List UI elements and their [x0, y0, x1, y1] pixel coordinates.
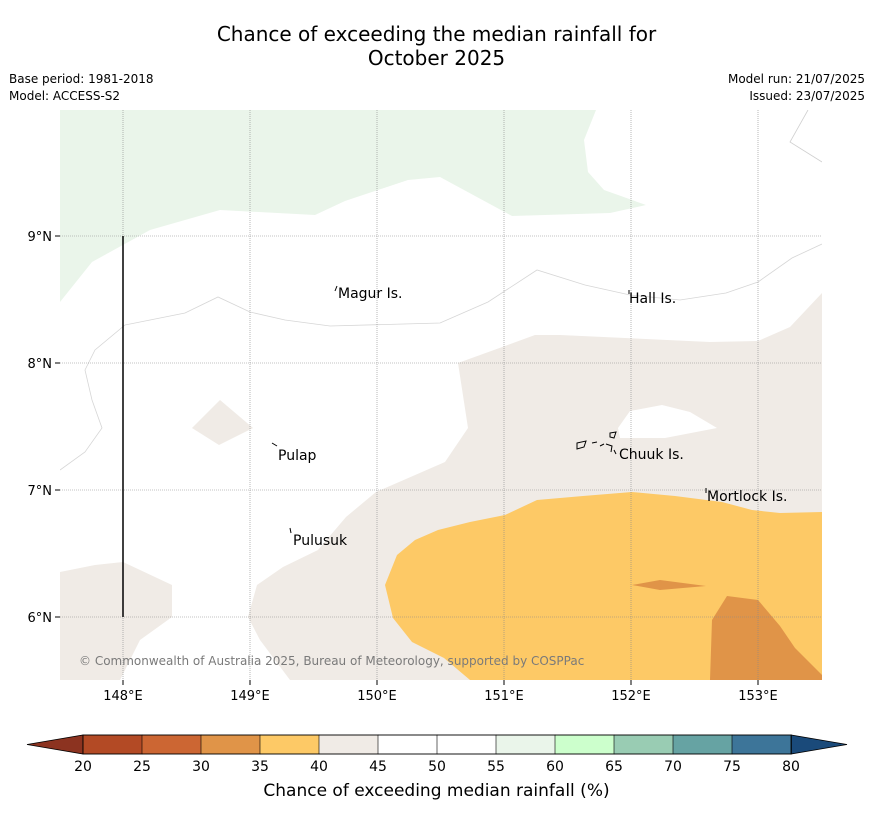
place-labels: Magur Is. Hall Is. Pulap Chuuk Is. Mortl…	[278, 286, 787, 549]
place-label-mortlock: Mortlock Is.	[707, 489, 787, 505]
place-label-magur: Magur Is.	[338, 286, 403, 302]
latitude-labels: 9°N 8°N 7°N 6°N	[28, 230, 53, 626]
colorbar-cell	[731, 734, 792, 755]
colorbar-frame	[82, 734, 792, 755]
pulusuk-island	[289, 527, 292, 534]
map-title: Chance of exceeding the median rainfall …	[0, 22, 873, 70]
lon-label: 153°E	[738, 689, 778, 704]
place-label-pulap: Pulap	[278, 448, 317, 464]
copyright-text: © Commonwealth of Australia 2025, Bureau…	[79, 654, 584, 668]
place-label-chuuk: Chuuk Is.	[619, 447, 684, 463]
map-area: Magur Is. Hall Is. Pulap Chuuk Is. Mortl…	[60, 110, 822, 680]
colorbar-tick-label: 55	[487, 759, 505, 775]
colorbar-tick-label: 25	[133, 759, 151, 775]
lat-label: 7°N	[28, 484, 53, 499]
colorbar-cell	[200, 734, 261, 755]
lon-label: 149°E	[230, 689, 270, 704]
region-45-55-hole	[618, 405, 717, 438]
lat-label: 8°N	[28, 357, 53, 372]
contour-line	[789, 110, 822, 163]
colorbar: 20 25 30 35 40 45 50 55 60 65 70 75 80	[26, 734, 848, 775]
colorbar-tick-label: 20	[74, 759, 92, 775]
colorbar-over-arrow	[790, 734, 848, 755]
colorbar-cell	[259, 734, 320, 755]
colorbar-cell	[672, 734, 733, 755]
chuuk-islands	[576, 431, 617, 455]
map-title-line1: Chance of exceeding the median rainfall …	[216, 22, 657, 46]
region-40-45-small	[192, 400, 253, 445]
longitude-labels: 148°E 149°E 150°E 151°E 152°E 153°E	[103, 689, 778, 704]
model-name-text: Model: ACCESS-S2	[9, 89, 121, 103]
colorbar-cell	[613, 734, 674, 755]
colorbar-tick-label: 70	[664, 759, 682, 775]
graticule	[60, 110, 822, 680]
colorbar-tick-label: 45	[369, 759, 387, 775]
magur-island	[334, 285, 338, 292]
colorbar-label: Chance of exceeding median rainfall (%)	[263, 781, 610, 801]
colorbar-cell	[377, 734, 438, 755]
contour-line	[60, 243, 822, 471]
region-40-45-west	[60, 562, 172, 680]
colorbar-cell	[141, 734, 202, 755]
colorbar-cell	[495, 734, 556, 755]
lat-label: 6°N	[28, 611, 53, 626]
colorbar-tick-label: 60	[546, 759, 564, 775]
lon-label: 151°E	[484, 689, 524, 704]
colorbar-tick-label: 35	[251, 759, 269, 775]
model-info: Base period: 1981-2018 Model: ACCESS-S2	[9, 71, 154, 105]
colorbar-cell	[82, 734, 143, 755]
colorbar-tick-label: 65	[605, 759, 623, 775]
colorbar-tick-label: 30	[192, 759, 210, 775]
colorbar-tick-label: 80	[782, 759, 800, 775]
colorbar-under-arrow	[26, 734, 84, 755]
model-run-text: Model run: 21/07/2025	[727, 72, 865, 86]
colorbar-cell	[554, 734, 615, 755]
colorbar-cell	[436, 734, 497, 755]
pulap-island	[271, 442, 278, 447]
region-55-60	[60, 110, 646, 302]
lat-label: 9°N	[28, 230, 53, 245]
lon-label: 152°E	[611, 689, 651, 704]
lon-ticks	[122, 680, 759, 685]
base-period-text: Base period: 1981-2018	[9, 72, 154, 86]
lon-label: 150°E	[357, 689, 397, 704]
issued-text: Issued: 23/07/2025	[749, 89, 865, 103]
map-title-line2: October 2025	[367, 46, 506, 70]
lon-label: 148°E	[103, 689, 143, 704]
run-info: Model run: 21/07/2025 Issued: 23/07/2025	[728, 71, 865, 105]
lat-ticks	[55, 235, 60, 618]
colorbar-tick-label: 75	[723, 759, 741, 775]
place-label-hall: Hall Is.	[629, 291, 676, 307]
colorbar-tick-label: 50	[428, 759, 446, 775]
islands	[271, 285, 707, 534]
place-label-pulusuk: Pulusuk	[293, 533, 348, 549]
colorbar-tick-label: 40	[310, 759, 328, 775]
region-30-35-small	[632, 580, 706, 590]
colorbar-cell	[318, 734, 379, 755]
